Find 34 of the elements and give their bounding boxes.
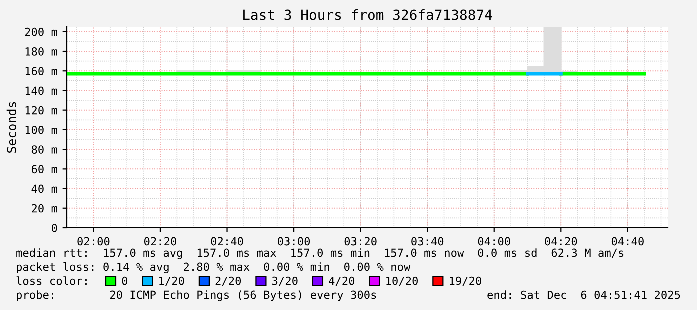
x-tick-label: 04:20 bbox=[545, 237, 578, 246]
legend-label: 10/20 bbox=[386, 276, 418, 286]
text: packet loss: 0.14 % avg 2.80 % max 0.00 % min 0.00 % now bbox=[17, 262, 411, 274]
legend-label: 19/20 bbox=[450, 276, 482, 286]
y-tick-label: 80 m bbox=[32, 146, 58, 154]
text: end: Sat Dec 6 04:51:41 2025 bbox=[488, 290, 680, 300]
legend-label: 4/20 bbox=[329, 276, 355, 286]
y-tick-label: 200 m bbox=[25, 28, 58, 36]
x-tick-label: 02:40 bbox=[211, 237, 244, 246]
x-tick-label: 02:20 bbox=[144, 237, 176, 246]
y-tick-label: 180 m bbox=[26, 48, 58, 56]
x-tick-label: 03:40 bbox=[412, 237, 444, 246]
x-tick-label: 03:00 bbox=[278, 237, 310, 246]
y-tick-label: 40 m bbox=[32, 184, 58, 194]
x-tick-label: 03:20 bbox=[344, 237, 377, 246]
y-axis-title: Seconds bbox=[6, 102, 17, 153]
legend-label: 3/20 bbox=[272, 276, 298, 286]
legend-title: loss color: bbox=[16, 276, 87, 286]
legend-label: 2/20 bbox=[216, 276, 242, 286]
x-tick-label: 04:40 bbox=[612, 237, 644, 246]
y-tick-label: 140 m bbox=[26, 86, 58, 96]
y-tick-label: 100 m bbox=[26, 126, 58, 134]
y-tick-label: 0 bbox=[52, 224, 58, 232]
x-tick-label: 04:00 bbox=[478, 237, 510, 246]
chart-title: Last 3 Hours from 326fa7138874 bbox=[244, 10, 492, 20]
y-tick-label: 120 m bbox=[26, 106, 58, 115]
y-tick-label: 20 m bbox=[32, 204, 58, 213]
legend-label: 1/20 bbox=[160, 276, 184, 286]
x-tick-label: 02:00 bbox=[78, 237, 110, 246]
y-tick-label: 160 m bbox=[26, 67, 58, 76]
legend-label: 0 bbox=[122, 276, 128, 286]
text: median rtt: 157.0 ms avg 157.0 ms max 157.0 ms min 157.0 ms now 0.0 ms sd 62.3 M am/s bbox=[16, 248, 624, 260]
text: probe: 20 ICMP Echo Pings (56 Bytes) every 300s bbox=[17, 290, 376, 302]
y-tick-label: 60 m bbox=[32, 165, 58, 174]
